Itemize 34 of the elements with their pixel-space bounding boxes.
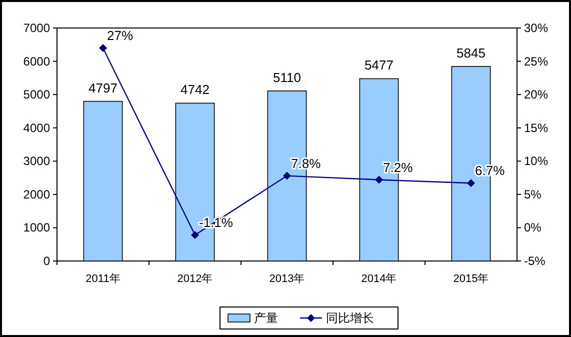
point [375, 176, 383, 184]
x-tick-label: 2013年 [269, 273, 305, 285]
y2-tick-label: -5% [524, 254, 546, 268]
data-label: 4742 [180, 82, 210, 98]
y-tick-label: 4000 [23, 120, 50, 135]
data-label: 5477 [364, 58, 394, 73]
y2-tick-label: 10% [524, 154, 548, 168]
y-tick-label: 3000 [23, 154, 50, 168]
legend-label: 产量 [254, 311, 278, 325]
y2-tick-label: 5% [524, 187, 542, 202]
y-tick-label: 0 [43, 254, 50, 268]
y-tick-label: 1000 [23, 220, 50, 235]
y-tick-label: 5000 [23, 88, 50, 102]
data-label: 5845 [456, 45, 486, 60]
data-label: 5110 [273, 70, 301, 85]
legend-label: 同比增长 [326, 311, 374, 325]
data-label: 27% [107, 28, 134, 43]
y-tick-label: 2000 [23, 187, 50, 202]
y2-tick-label: 15% [524, 120, 548, 135]
point [191, 231, 199, 240]
point [283, 172, 291, 180]
x-tick-label: 2011年 [86, 273, 120, 285]
y-tick-label: 7000 [23, 21, 50, 35]
y2-tick-label: 20% [524, 88, 548, 102]
point [99, 44, 107, 52]
y2-tick-label: 0% [524, 220, 542, 235]
y2-tick-label: 30% [524, 21, 548, 35]
point [467, 179, 475, 188]
data-label: 4797 [88, 80, 118, 96]
x-tick-label: 2014年 [361, 273, 397, 285]
x-tick-label: 2012年 [177, 273, 213, 285]
y2-tick-label: 25% [524, 54, 548, 68]
x-tick-label: 2015年 [453, 273, 489, 285]
y-tick-label: 6000 [23, 54, 50, 68]
